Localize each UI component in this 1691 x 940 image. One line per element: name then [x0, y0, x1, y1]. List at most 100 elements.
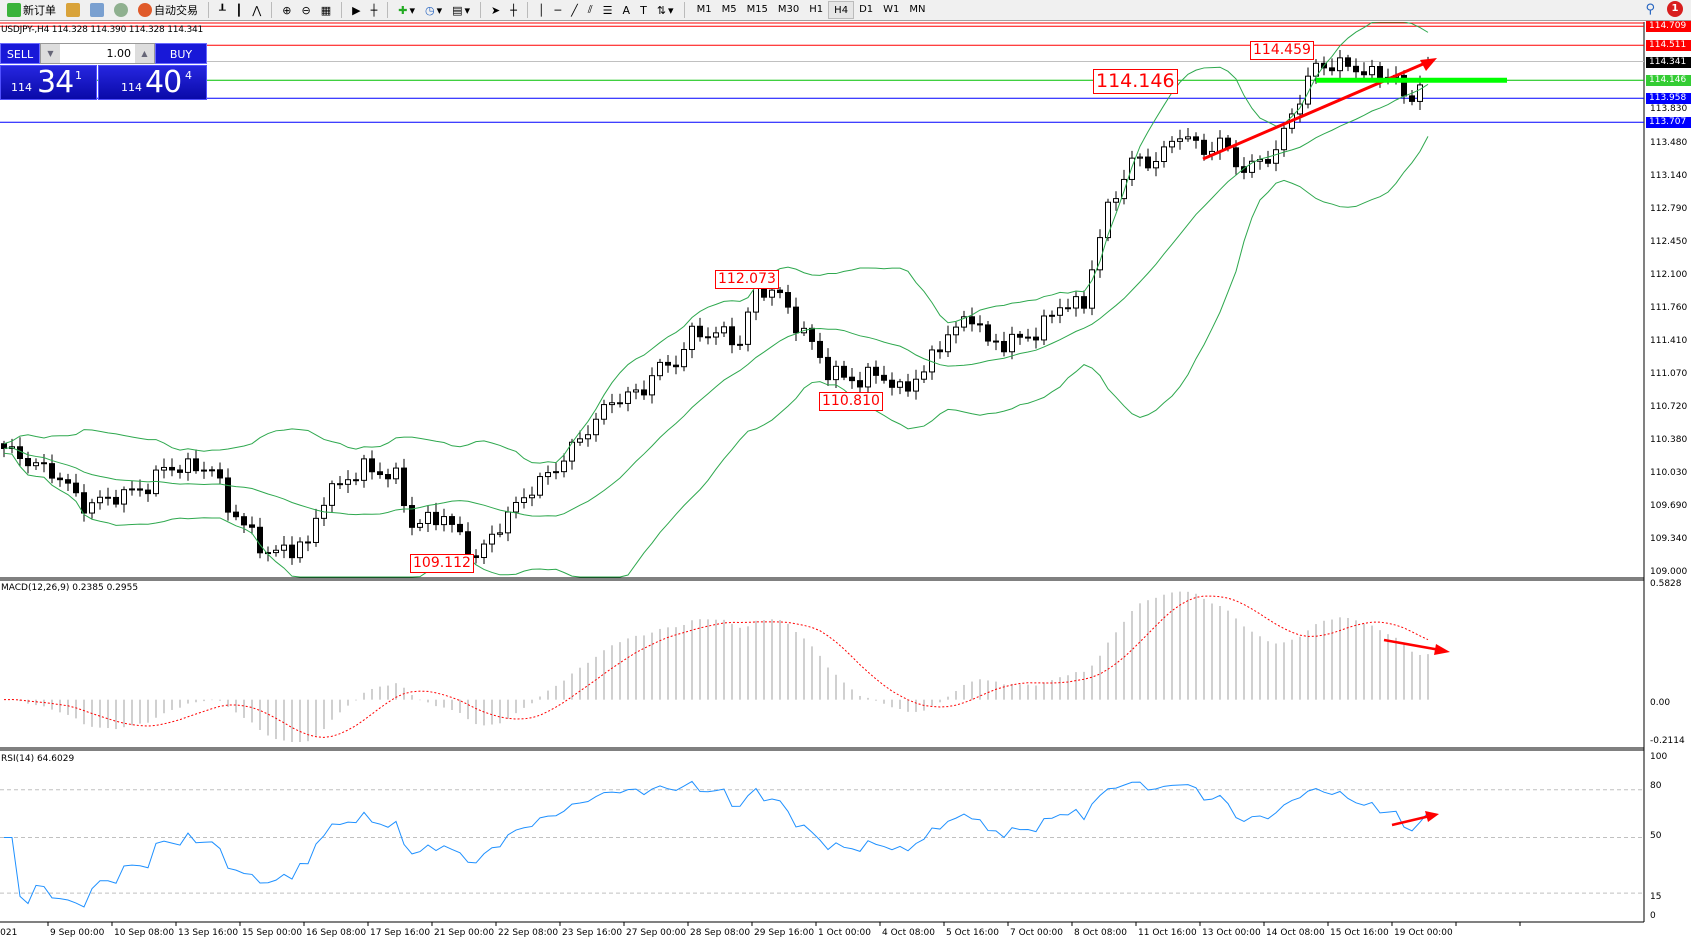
candle-body [473, 555, 479, 559]
candle-body [1409, 95, 1415, 102]
macd-signal-line [3, 595, 1429, 738]
vertical-line-button[interactable]: │ [535, 1, 548, 19]
timeframe-d1[interactable]: D1 [859, 4, 874, 15]
candle-body [1353, 65, 1359, 73]
candle-body [1113, 198, 1119, 203]
candle-body [881, 374, 887, 381]
sell-price-prefix: 114 [11, 81, 32, 94]
chart-canvas[interactable] [0, 22, 1691, 940]
tile-windows-button[interactable]: ▦ [318, 1, 334, 19]
candle-body [201, 469, 207, 472]
candle-body [1129, 157, 1135, 180]
buy-price-button[interactable]: 114 40 4 [98, 65, 207, 100]
candle-body [129, 488, 135, 491]
candle-body [1081, 296, 1087, 309]
low-label[interactable]: 109.112 [410, 554, 474, 573]
sell-price-button[interactable]: 114 34 1 [0, 65, 97, 100]
price-tick: 110.720 [1650, 402, 1688, 413]
text-button[interactable]: A [620, 1, 634, 19]
terminal-button[interactable] [87, 1, 107, 19]
bar-chart-button[interactable]: ┸ [216, 1, 229, 19]
divider [387, 2, 389, 18]
zoom-in-button[interactable]: ⊕ [279, 1, 294, 19]
zoom-out-button[interactable]: ⊖ [299, 1, 314, 19]
equidistant-channel-button[interactable]: ⫽ [585, 1, 596, 19]
lot-increase-icon[interactable]: ▲ [135, 44, 154, 63]
candle-body [489, 533, 495, 545]
indicators-button[interactable]: ✚ ▾ [398, 3, 415, 17]
templates-icon: ▤ [452, 3, 463, 17]
candle-body [1297, 103, 1303, 115]
trendline-button[interactable]: ╱ [568, 1, 581, 19]
channel-icon: ⫽ [587, 3, 593, 16]
bollinger-middle-band [3, 83, 1429, 517]
rsi-tick: 0 [1650, 911, 1656, 921]
arrows-button[interactable]: ⇅ ▾ [656, 3, 674, 17]
fibonacci-button[interactable]: ☰ [600, 1, 616, 19]
candle-body [1017, 333, 1023, 338]
high-label[interactable]: 114.459 [1250, 41, 1314, 60]
sell-button[interactable]: SELL [0, 43, 40, 64]
candle-body [945, 334, 951, 353]
line-chart-icon: ⋀ [252, 3, 262, 17]
templates-button[interactable]: ▤ ▾ [452, 3, 471, 17]
search-icon[interactable]: ⚲ [1645, 1, 1655, 17]
support-label[interactable]: 114.146 [1093, 69, 1178, 94]
time-label: 21 Sep 00:00 [434, 928, 495, 938]
candle-body [1089, 269, 1095, 309]
candle-body [25, 458, 31, 467]
horizontal-line-button[interactable]: ─ [552, 1, 565, 19]
buy-button[interactable]: BUY [155, 43, 207, 64]
candle-body [81, 492, 87, 514]
line-chart-button[interactable]: ⋀ [249, 1, 264, 19]
candle-body [937, 349, 943, 353]
swing-low-label[interactable]: 110.810 [819, 392, 883, 411]
candle-body [705, 336, 711, 339]
timeframe-h4[interactable]: H4 [828, 1, 855, 19]
crosshair-button[interactable]: ┼ [507, 1, 520, 19]
candle-body [1361, 71, 1367, 76]
divider [526, 2, 528, 18]
candle-body [769, 289, 775, 298]
candle-body [1233, 147, 1239, 168]
candlestick-button[interactable]: ┃ [233, 1, 246, 19]
candle-body [497, 532, 503, 535]
timeframe-m15[interactable]: M15 [746, 4, 768, 15]
timeframe-mn[interactable]: MN [909, 4, 926, 15]
navigator-button[interactable] [63, 1, 83, 19]
periods-button[interactable]: ◷ ▾ [424, 3, 443, 17]
timeframe-m1[interactable]: M1 [696, 4, 712, 15]
timeframe-m30[interactable]: M30 [777, 4, 800, 15]
timeframe-m5[interactable]: M5 [721, 4, 737, 15]
timeframe-w1[interactable]: W1 [883, 4, 900, 15]
candle-body [289, 544, 295, 559]
macd-title: MACD(12,26,9) 0.2385 0.2955 [1, 583, 139, 593]
candle-body [665, 361, 671, 366]
candle-body [969, 316, 975, 325]
chart-shift-button[interactable]: ┼ [368, 1, 381, 19]
signals-button[interactable] [111, 1, 131, 19]
candle-body [33, 462, 39, 467]
timeframe-h1[interactable]: H1 [809, 4, 824, 15]
candle-body [729, 326, 735, 346]
divider [480, 2, 482, 18]
time-label: 17 Sep 16:00 [370, 928, 431, 938]
alert-badge[interactable]: 1 [1667, 1, 1683, 17]
price-tag: 113.958 [1646, 93, 1691, 105]
lot-size-stepper[interactable]: ▼ 1.00 ▲ [40, 43, 155, 64]
lot-size-input[interactable]: 1.00 [106, 47, 132, 60]
time-label: 14 Oct 08:00 [1266, 928, 1325, 938]
candle-body [993, 340, 999, 343]
right-icons: ⚲ 1 [1645, 1, 1683, 17]
candle-body [737, 343, 743, 346]
auto-trading-button[interactable]: 自动交易 [135, 1, 201, 19]
new-order-button[interactable]: 新订单 [4, 1, 59, 19]
auto-scroll-button[interactable]: ▶ [349, 1, 363, 19]
candle-body [297, 541, 303, 559]
swing-high-label[interactable]: 112.073 [715, 270, 779, 289]
cursor-button[interactable]: ➤ [488, 1, 503, 19]
text-label-button[interactable]: T [637, 1, 650, 19]
price-tick: 113.830 [1650, 104, 1688, 115]
lot-decrease-icon[interactable]: ▼ [41, 44, 60, 63]
time-label: 9 Sep 00:00 [50, 928, 105, 938]
